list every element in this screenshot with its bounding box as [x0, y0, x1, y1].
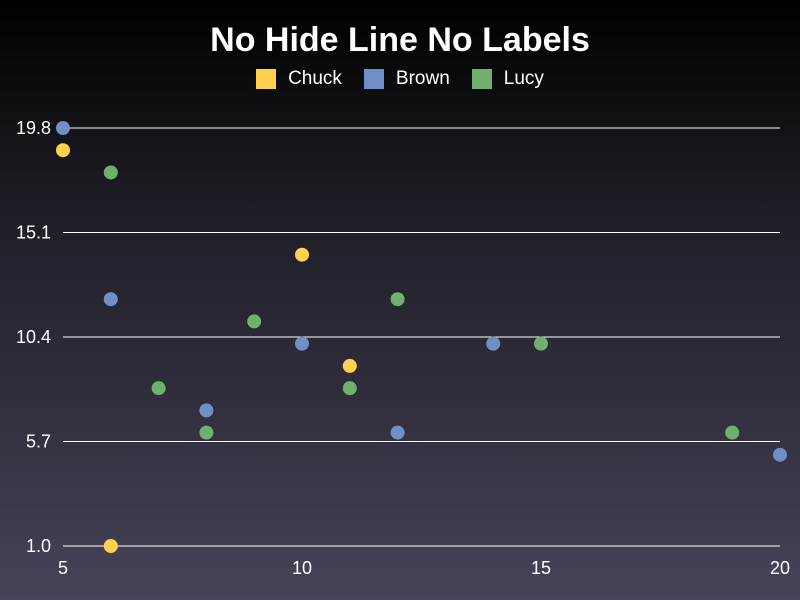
point-brown [773, 447, 787, 462]
x-tick-label: 5 [58, 558, 68, 578]
point-lucy [199, 425, 214, 440]
y-tick-label: 15.1 [16, 223, 51, 243]
point-lucy [342, 381, 357, 396]
point-brown [199, 403, 214, 418]
point-chuck [103, 539, 118, 553]
legend-label-lucy: Lucy [503, 68, 544, 89]
legend-label-brown: Brown [395, 68, 450, 89]
y-tick-label: 19.8 [16, 118, 51, 138]
point-brown [390, 425, 405, 440]
legend-swatch-lucy [471, 69, 492, 89]
legend-swatch-chuck [256, 69, 277, 89]
point-chuck [342, 358, 357, 373]
x-tick-label: 10 [292, 558, 312, 578]
chart-title: No Hide Line No Labels [210, 21, 590, 59]
point-lucy [534, 336, 548, 351]
y-tick-label: 5.7 [26, 432, 51, 452]
legend-swatch-brown [363, 69, 384, 89]
y-tick-label: 1.0 [26, 536, 51, 556]
legend-item-brown: Brown [363, 68, 450, 90]
legend-item-chuck: Chuck [256, 68, 342, 90]
point-lucy [390, 292, 405, 307]
point-brown [103, 292, 118, 307]
point-brown [56, 121, 70, 135]
chart-legend: Chuck Brown Lucy [0, 68, 800, 90]
point-lucy [247, 314, 262, 329]
y-tick-label: 10.4 [16, 327, 51, 347]
point-lucy [151, 381, 166, 396]
legend-item-lucy: Lucy [471, 68, 544, 90]
point-chuck [56, 143, 70, 158]
point-lucy [103, 165, 118, 180]
x-tick-label: 15 [531, 558, 551, 578]
point-chuck [295, 247, 309, 262]
legend-label-chuck: Chuck [288, 68, 342, 89]
point-brown [295, 336, 309, 351]
point-brown [486, 336, 501, 351]
x-tick-label: 20 [770, 558, 790, 578]
point-lucy [725, 425, 740, 440]
